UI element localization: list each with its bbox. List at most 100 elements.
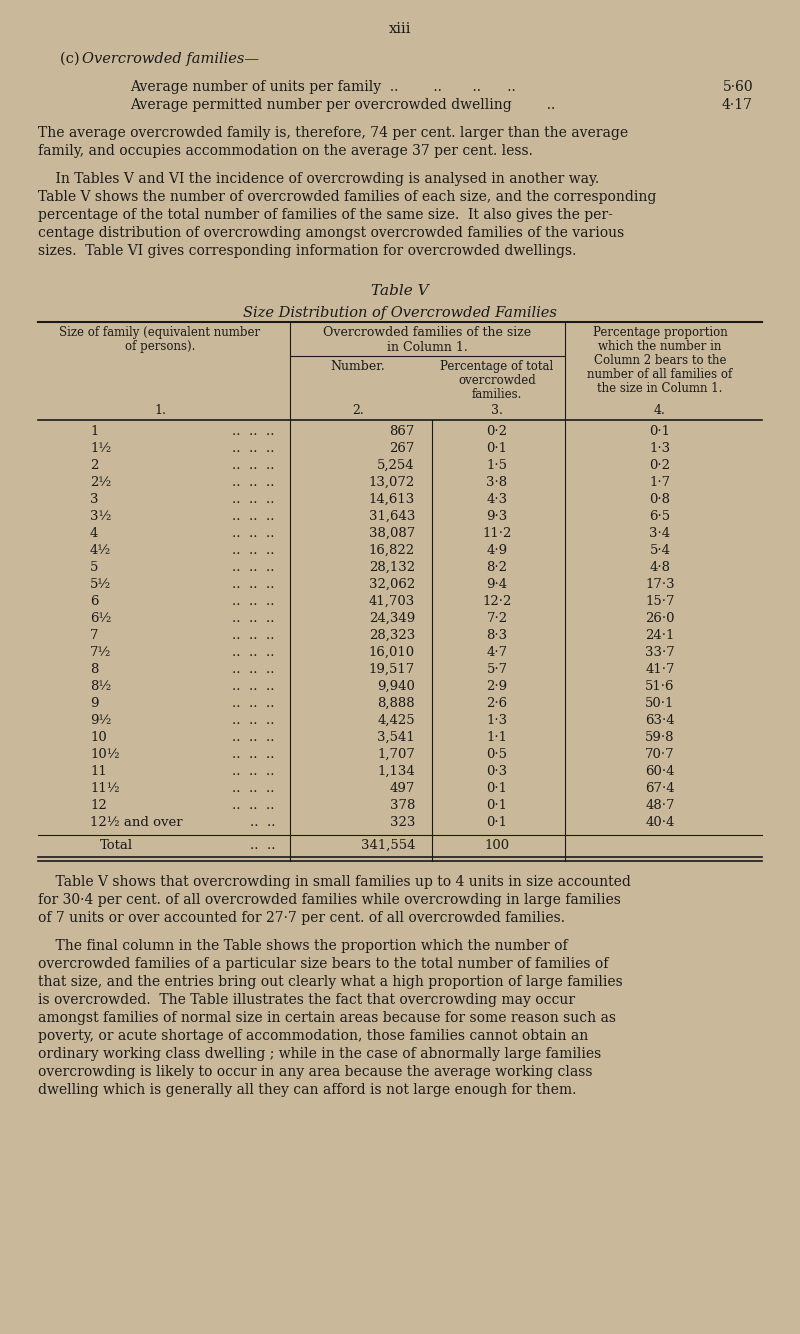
Text: ..  ..  ..: .. .. .. (233, 544, 275, 558)
Text: 4½: 4½ (90, 544, 111, 558)
Text: 0·3: 0·3 (486, 764, 507, 778)
Text: ..  ..  ..: .. .. .. (233, 510, 275, 523)
Text: 9,940: 9,940 (377, 680, 415, 692)
Text: 7½: 7½ (90, 646, 111, 659)
Text: 28,323: 28,323 (369, 630, 415, 642)
Text: 31,643: 31,643 (369, 510, 415, 523)
Text: 341,554: 341,554 (361, 839, 415, 852)
Text: The final column in the Table shows the proportion which the number of: The final column in the Table shows the … (38, 939, 568, 952)
Text: 497: 497 (390, 782, 415, 795)
Text: 267: 267 (390, 442, 415, 455)
Text: 4: 4 (90, 527, 98, 540)
Text: 5½: 5½ (90, 578, 111, 591)
Text: 5,254: 5,254 (378, 459, 415, 472)
Text: Size Distribution of Overcrowded Families: Size Distribution of Overcrowded Familie… (243, 305, 557, 320)
Text: 24,349: 24,349 (369, 612, 415, 626)
Text: 4·7: 4·7 (486, 646, 507, 659)
Text: 11½: 11½ (90, 782, 120, 795)
Text: 4·17: 4·17 (722, 97, 753, 112)
Text: for 30·4 per cent. of all overcrowded families while overcrowding in large famil: for 30·4 per cent. of all overcrowded fa… (38, 892, 621, 907)
Text: ..  ..  ..: .. .. .. (233, 459, 275, 472)
Text: 14,613: 14,613 (369, 494, 415, 506)
Text: 28,132: 28,132 (369, 562, 415, 574)
Text: Table V shows the number of overcrowded families of each size, and the correspon: Table V shows the number of overcrowded … (38, 189, 656, 204)
Text: 1·1: 1·1 (486, 731, 507, 744)
Text: 9½: 9½ (90, 714, 111, 727)
Text: 3½: 3½ (90, 510, 111, 523)
Text: Average number of units per family  ..        ..       ..      ..: Average number of units per family .. ..… (130, 80, 516, 93)
Text: overcrowding is likely to occur in any area because the average working class: overcrowding is likely to occur in any a… (38, 1065, 593, 1079)
Text: sizes.  Table VI gives corresponding information for overcrowded dwellings.: sizes. Table VI gives corresponding info… (38, 244, 576, 257)
Text: percentage of the total number of families of the same size.  It also gives the : percentage of the total number of famili… (38, 208, 613, 221)
Text: overcrowded: overcrowded (458, 374, 536, 387)
Text: 16,010: 16,010 (369, 646, 415, 659)
Text: 38,087: 38,087 (369, 527, 415, 540)
Text: dwelling which is generally all they can afford is not large enough for them.: dwelling which is generally all they can… (38, 1083, 576, 1097)
Text: 2·6: 2·6 (486, 696, 507, 710)
Text: amongst families of normal size in certain areas because for some reason such as: amongst families of normal size in certa… (38, 1011, 616, 1025)
Text: of persons).: of persons). (125, 340, 195, 354)
Text: 4·3: 4·3 (486, 494, 507, 506)
Text: 33·7: 33·7 (645, 646, 675, 659)
Text: ..  ..  ..: .. .. .. (233, 442, 275, 455)
Text: 3·8: 3·8 (486, 476, 507, 490)
Text: 3: 3 (90, 494, 98, 506)
Text: number of all families of: number of all families of (587, 368, 733, 382)
Text: the size in Column 1.: the size in Column 1. (598, 382, 722, 395)
Text: 3.: 3. (491, 404, 503, 418)
Text: 5·7: 5·7 (486, 663, 507, 676)
Text: 6½: 6½ (90, 612, 111, 626)
Text: 8,888: 8,888 (378, 696, 415, 710)
Text: 12: 12 (90, 799, 106, 812)
Text: Column 2 bears to the: Column 2 bears to the (594, 354, 726, 367)
Text: families.: families. (472, 388, 522, 402)
Text: 1½: 1½ (90, 442, 111, 455)
Text: 2·9: 2·9 (486, 680, 507, 692)
Text: overcrowded families of a particular size bears to the total number of families : overcrowded families of a particular siz… (38, 956, 608, 971)
Text: poverty, or acute shortage of accommodation, those families cannot obtain an: poverty, or acute shortage of accommodat… (38, 1029, 588, 1043)
Text: 1,707: 1,707 (377, 748, 415, 760)
Text: 12½ and over: 12½ and over (90, 816, 182, 828)
Text: Overcrowded families of the size: Overcrowded families of the size (323, 325, 531, 339)
Text: 11·2: 11·2 (482, 527, 512, 540)
Text: ..  ..  ..: .. .. .. (233, 782, 275, 795)
Text: ..  ..  ..: .. .. .. (233, 680, 275, 692)
Text: family, and occupies accommodation on the average 37 per cent. less.: family, and occupies accommodation on th… (38, 144, 533, 157)
Text: 41,703: 41,703 (369, 595, 415, 608)
Text: ..  ..  ..: .. .. .. (233, 663, 275, 676)
Text: 63·4: 63·4 (645, 714, 675, 727)
Text: 51·6: 51·6 (646, 680, 674, 692)
Text: 3·4: 3·4 (650, 527, 670, 540)
Text: 0·1: 0·1 (650, 426, 670, 438)
Text: in Column 1.: in Column 1. (387, 342, 468, 354)
Text: ..  ..  ..: .. .. .. (233, 595, 275, 608)
Text: 0·1: 0·1 (486, 782, 507, 795)
Text: 1,134: 1,134 (378, 764, 415, 778)
Text: 50·1: 50·1 (646, 696, 674, 710)
Text: ..  ..  ..: .. .. .. (233, 426, 275, 438)
Text: ..  ..  ..: .. .. .. (233, 696, 275, 710)
Text: 2: 2 (90, 459, 98, 472)
Text: ..  ..  ..: .. .. .. (233, 748, 275, 760)
Text: 0·1: 0·1 (486, 799, 507, 812)
Text: 12·2: 12·2 (482, 595, 512, 608)
Text: 9·4: 9·4 (486, 578, 507, 591)
Text: 8: 8 (90, 663, 98, 676)
Text: xiii: xiii (389, 21, 411, 36)
Text: (c): (c) (60, 52, 84, 65)
Text: 60·4: 60·4 (646, 764, 674, 778)
Text: 4.: 4. (654, 404, 666, 418)
Text: 11: 11 (90, 764, 106, 778)
Text: 0·1: 0·1 (486, 816, 507, 828)
Text: 26·0: 26·0 (646, 612, 674, 626)
Text: 0·8: 0·8 (650, 494, 670, 506)
Text: 9: 9 (90, 696, 98, 710)
Text: Table V: Table V (371, 284, 429, 297)
Text: 19,517: 19,517 (369, 663, 415, 676)
Text: 67·4: 67·4 (645, 782, 675, 795)
Text: 2½: 2½ (90, 476, 111, 490)
Text: 8½: 8½ (90, 680, 111, 692)
Text: 2.: 2. (352, 404, 364, 418)
Text: ordinary working class dwelling ; while in the case of abnormally large families: ordinary working class dwelling ; while … (38, 1047, 602, 1061)
Text: 8·3: 8·3 (486, 630, 507, 642)
